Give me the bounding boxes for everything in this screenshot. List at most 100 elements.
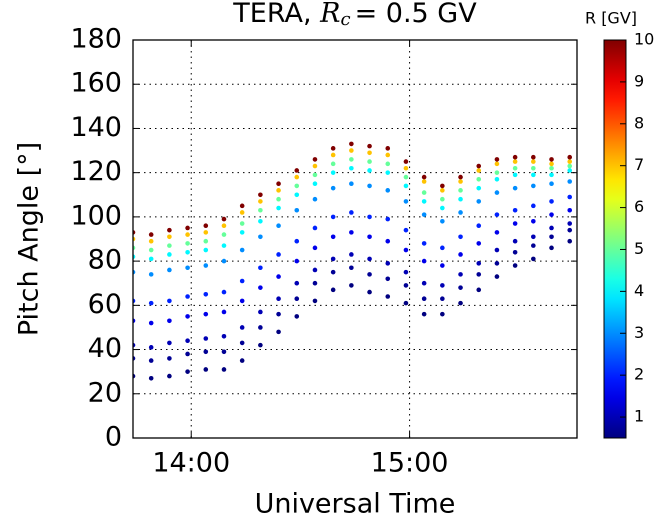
point [185, 232, 190, 237]
point [148, 345, 154, 350]
point [567, 221, 573, 226]
colorbar-tick-label: 8 [634, 113, 644, 132]
point [476, 199, 482, 204]
y-tick-label: 80 [88, 245, 122, 276]
point [167, 267, 172, 273]
point [421, 179, 427, 184]
point [312, 298, 318, 304]
point [458, 196, 463, 202]
y-tick-label: 140 [70, 112, 122, 143]
point [312, 181, 318, 187]
point [167, 234, 172, 240]
point [167, 227, 172, 233]
point [276, 196, 281, 202]
colorbar-tick-label: 3 [634, 323, 644, 342]
point [549, 165, 554, 171]
point [239, 247, 245, 253]
point [203, 291, 209, 297]
point [385, 276, 391, 282]
point [494, 161, 500, 167]
point [330, 170, 336, 175]
point [567, 227, 573, 233]
colorbar-tick-label: 10 [634, 30, 654, 49]
point [421, 212, 427, 217]
point [531, 154, 536, 160]
point [312, 196, 318, 202]
title-rest: = 0.5 GV [355, 0, 478, 29]
point [312, 163, 318, 169]
point [403, 269, 409, 275]
points [133, 141, 573, 381]
y-axis-label: Pitch Angle [°] [14, 142, 45, 336]
y-tick-label: 180 [70, 24, 122, 55]
point [185, 351, 190, 357]
point [549, 172, 554, 178]
point [440, 311, 445, 317]
point [458, 210, 463, 215]
point [476, 223, 482, 229]
title-text: TERA, [232, 0, 320, 29]
point [276, 223, 281, 229]
point [421, 296, 427, 302]
point [167, 356, 172, 361]
point [239, 358, 245, 363]
point [531, 219, 536, 224]
point [203, 223, 209, 229]
point [294, 238, 300, 244]
point [203, 230, 209, 235]
point [385, 188, 391, 193]
point [185, 225, 190, 231]
y-tick-label: 20 [88, 377, 122, 408]
point [185, 249, 190, 255]
point [167, 252, 172, 257]
point [148, 320, 154, 326]
point [276, 311, 281, 317]
point [330, 256, 336, 262]
point [367, 272, 372, 277]
point [440, 263, 445, 268]
point [185, 369, 190, 374]
point [294, 183, 300, 189]
point [148, 247, 154, 253]
x-tick-label: 14:00 [152, 448, 230, 479]
point [549, 181, 554, 187]
point [476, 272, 482, 277]
point [494, 212, 500, 217]
point [349, 230, 354, 235]
point [403, 165, 409, 171]
point [512, 185, 518, 191]
colorbar-tick-label: 1 [634, 407, 644, 426]
colorbar-label: R [GV] [585, 9, 637, 28]
point [349, 181, 354, 187]
title-symbol: R [319, 0, 340, 29]
point [349, 141, 354, 147]
point [330, 287, 336, 293]
point [494, 157, 500, 162]
point [476, 241, 482, 246]
point [512, 249, 518, 255]
point [349, 210, 354, 215]
point [330, 214, 336, 220]
point [330, 161, 336, 167]
point [239, 340, 245, 346]
point [239, 278, 245, 284]
point [276, 205, 281, 211]
point [421, 258, 427, 264]
point [421, 280, 427, 286]
point [239, 210, 245, 215]
point [330, 269, 336, 275]
point [458, 285, 463, 290]
point [494, 247, 500, 253]
point [312, 280, 318, 286]
point [531, 234, 536, 240]
point [312, 267, 318, 273]
point [294, 207, 300, 213]
chart-title: TERA, Rc = 0.5 GV [232, 0, 477, 30]
point [549, 212, 554, 217]
point [531, 159, 536, 164]
point [403, 199, 409, 204]
point [494, 261, 500, 266]
point [567, 168, 573, 173]
point [476, 261, 482, 266]
